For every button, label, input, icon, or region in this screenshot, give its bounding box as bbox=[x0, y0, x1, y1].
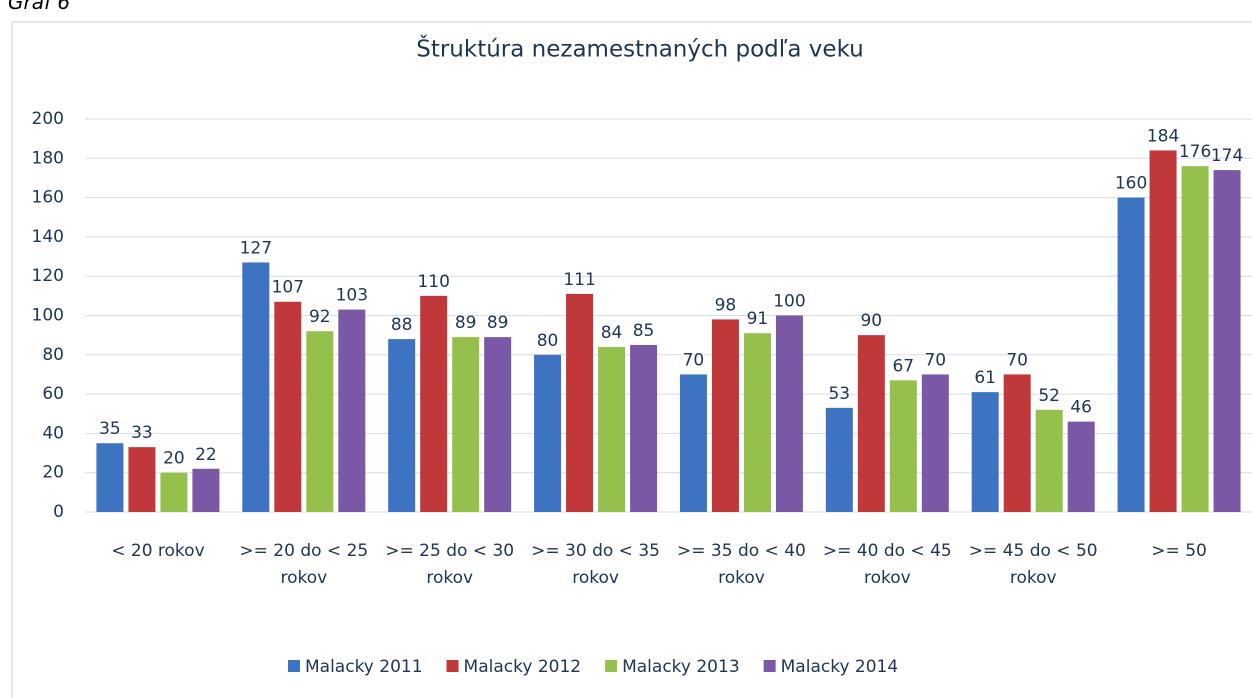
bar bbox=[630, 344, 658, 512]
bar bbox=[1003, 374, 1031, 512]
value-label: 91 bbox=[747, 309, 769, 329]
x-tick-label: >= 35 do < 40 rokov bbox=[677, 541, 806, 588]
y-tick-label: 60 bbox=[42, 384, 64, 404]
y-tick-label: 120 bbox=[32, 266, 64, 286]
value-label: 46 bbox=[1070, 398, 1092, 418]
y-tick-label: 180 bbox=[32, 148, 64, 168]
x-tick-label: >= 25 do < 30 rokov bbox=[385, 541, 515, 588]
value-label: 85 bbox=[633, 321, 655, 341]
x-tick-label: >= 40 do < 45 rokov bbox=[822, 541, 952, 588]
bar bbox=[96, 443, 124, 512]
value-label: 103 bbox=[336, 286, 368, 306]
legend-swatch bbox=[763, 660, 776, 672]
chart-title: Štruktúra nezamestnaných podľa veku bbox=[416, 35, 864, 63]
bar bbox=[484, 337, 512, 512]
bar bbox=[274, 301, 302, 512]
value-label: 174 bbox=[1211, 146, 1243, 166]
bar bbox=[388, 339, 416, 512]
x-tick-label: >= 45 do < 50 rokov bbox=[968, 541, 1098, 588]
bar bbox=[1149, 150, 1177, 512]
value-label: 111 bbox=[563, 270, 595, 290]
y-tick-label: 20 bbox=[42, 463, 64, 483]
bar bbox=[128, 447, 156, 512]
value-label: 110 bbox=[417, 272, 449, 292]
y-tick-label: 140 bbox=[32, 227, 64, 247]
bar bbox=[775, 315, 803, 512]
bar bbox=[338, 309, 366, 512]
bar bbox=[679, 374, 707, 512]
value-label: 33 bbox=[131, 423, 153, 443]
value-label: 70 bbox=[683, 350, 705, 370]
value-label: 176 bbox=[1179, 142, 1211, 162]
bar bbox=[1035, 409, 1063, 512]
value-label: 20 bbox=[163, 449, 185, 469]
bar bbox=[743, 333, 771, 512]
value-label: 67 bbox=[892, 356, 914, 376]
value-label: 127 bbox=[240, 238, 272, 258]
value-label: 100 bbox=[773, 292, 805, 312]
value-label: 61 bbox=[974, 368, 996, 388]
value-label: 53 bbox=[828, 384, 850, 404]
value-label: 70 bbox=[924, 350, 946, 370]
bar bbox=[1181, 166, 1209, 512]
bar bbox=[452, 337, 480, 512]
value-label: 84 bbox=[601, 323, 623, 343]
value-label: 89 bbox=[455, 313, 477, 333]
legend-label: Malacky 2014 bbox=[781, 657, 899, 677]
bar bbox=[242, 262, 270, 512]
value-label: 184 bbox=[1147, 126, 1179, 146]
value-label: 70 bbox=[1006, 350, 1028, 370]
bar bbox=[971, 392, 999, 512]
y-tick-label: 100 bbox=[32, 306, 64, 326]
value-label: 90 bbox=[860, 311, 882, 331]
legend-swatch bbox=[605, 660, 618, 672]
legend-label: Malacky 2012 bbox=[464, 657, 582, 677]
bar bbox=[420, 295, 448, 512]
bar bbox=[711, 319, 739, 512]
value-label: 80 bbox=[537, 331, 559, 351]
bar bbox=[1067, 421, 1095, 512]
x-tick-label: >= 50 bbox=[1151, 541, 1207, 561]
x-tick-label: >= 30 do < 35 rokov bbox=[531, 541, 660, 588]
legend-swatch bbox=[446, 660, 459, 672]
bar bbox=[192, 468, 220, 512]
bar bbox=[598, 346, 626, 512]
legend-label: Malacky 2011 bbox=[305, 657, 423, 677]
x-tick-label: < 20 rokov bbox=[111, 541, 205, 561]
legend-swatch bbox=[288, 660, 300, 672]
bar bbox=[566, 293, 594, 512]
y-tick-label: 40 bbox=[42, 423, 64, 443]
bar bbox=[306, 331, 334, 512]
value-label: 107 bbox=[272, 278, 304, 298]
value-label: 92 bbox=[309, 307, 331, 327]
bar bbox=[921, 374, 949, 512]
bar bbox=[889, 380, 917, 512]
y-tick-label: 80 bbox=[42, 345, 64, 365]
value-label: 52 bbox=[1038, 386, 1060, 406]
y-tick-label: 200 bbox=[32, 109, 64, 129]
bar bbox=[857, 335, 885, 512]
x-tick-label: >= 20 do < 25 rokov bbox=[239, 541, 369, 588]
value-label: 88 bbox=[391, 315, 413, 335]
value-label: 35 bbox=[99, 419, 121, 439]
y-tick-label: 160 bbox=[32, 188, 64, 208]
y-tick-label: 0 bbox=[53, 502, 64, 522]
bar bbox=[1213, 170, 1241, 512]
legend-label: Malacky 2013 bbox=[622, 657, 740, 677]
caption: Graf 6 bbox=[8, 0, 71, 14]
value-label: 22 bbox=[195, 445, 217, 465]
bar bbox=[534, 354, 562, 512]
bar bbox=[825, 407, 853, 512]
value-label: 98 bbox=[715, 295, 737, 315]
bar bbox=[160, 472, 188, 512]
bar bbox=[1117, 197, 1145, 512]
value-label: 89 bbox=[487, 313, 509, 333]
value-label: 160 bbox=[1115, 174, 1147, 194]
